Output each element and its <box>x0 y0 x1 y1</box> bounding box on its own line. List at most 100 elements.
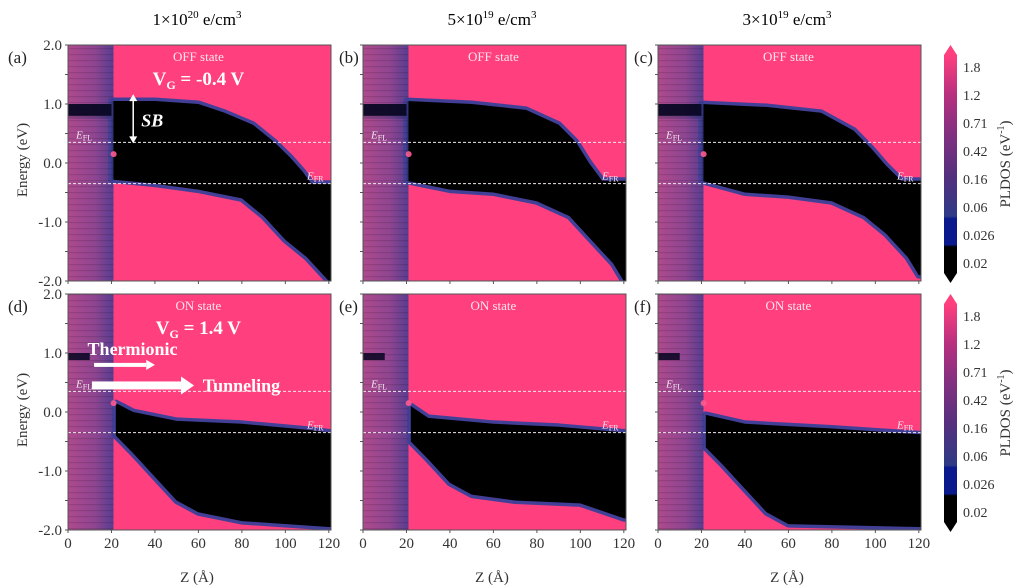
state-label: OFF state <box>173 49 224 64</box>
panel-c: EFL EFR OFF state (c) <box>634 44 922 284</box>
panel-letter: (a) <box>8 48 27 67</box>
colorbar-extend-top <box>944 45 957 55</box>
x-tick-label: 20 <box>104 536 119 552</box>
x-tick-label: 60 <box>191 536 206 552</box>
interface-state <box>700 151 707 158</box>
tunneling-arrow-head <box>181 376 195 395</box>
colorbar-bottom: 1.8 1.2 0.71 0.42 0.16 0.06 0.026 0.02 PLDOS (eV… <box>944 294 1014 532</box>
bandgap-region <box>705 414 921 527</box>
state-label: OFF state <box>763 49 814 64</box>
contact-texture <box>363 294 409 530</box>
bandgap-region <box>115 403 331 527</box>
column-title-1: 1×1020 e/cm3 <box>153 9 242 29</box>
y-tick-label: 0.0 <box>43 156 62 172</box>
x-tick-label: 60 <box>781 536 796 552</box>
interface-state <box>700 400 707 407</box>
bandgap-region <box>701 104 921 276</box>
panel-f: EFL EFR ON state 0 20 40 60 80 100 120 (f) <box>634 293 931 552</box>
tunneling-label: Tunneling <box>203 375 280 395</box>
colorbar-extend-bottom <box>944 273 957 283</box>
x-tick-label: 120 <box>908 536 931 552</box>
y-tick-label: -2.0 <box>38 274 62 290</box>
colorbar-tick-label: 0.026 <box>963 229 995 244</box>
gate-voltage-label: VG = 1.4 V <box>156 318 242 341</box>
panel-letter: (d) <box>8 297 28 316</box>
state-label: OFF state <box>468 49 519 64</box>
efl-label: EFL <box>370 129 387 142</box>
x-tick-label: 100 <box>864 536 887 552</box>
colorbar-tick-label: 0.42 <box>963 394 988 409</box>
bandgap-region <box>406 101 626 281</box>
gate-voltage-label: VG = -0.4 V <box>153 69 245 92</box>
x-tick-label: 40 <box>147 536 162 552</box>
efr-label: EFR <box>896 420 914 433</box>
colorbar-gradient <box>944 304 957 522</box>
efr-label: EFR <box>601 420 619 433</box>
colorbar-tick-label: 1.8 <box>963 61 981 76</box>
interface-state <box>110 400 117 407</box>
x-tick-label: 80 <box>234 536 249 552</box>
x-tick-label: 40 <box>737 536 752 552</box>
thermionic-arrow-head <box>146 359 155 370</box>
interface-state <box>405 400 412 407</box>
y-tick-label: -1.0 <box>38 464 62 480</box>
x-axis-label-1: Z (Å) <box>180 570 214 586</box>
efl-label: EFL <box>75 378 92 391</box>
colorbar-top: 1.8 1.2 0.71 0.42 0.16 0.06 0.026 0.02 PLDOS (eV… <box>944 45 1014 283</box>
efl-label: EFL <box>665 378 682 391</box>
y-tick-label: -1.0 <box>38 215 62 231</box>
y-axis-label-top: Energy (eV) <box>15 123 31 197</box>
colorbar-extend-top <box>944 294 957 304</box>
panel-letter: (e) <box>339 297 358 316</box>
efr-label: EFR <box>601 171 619 184</box>
contact-texture <box>68 45 114 281</box>
x-tick-label: 60 <box>486 536 501 552</box>
x-tick-label: 100 <box>569 536 592 552</box>
efl-label: EFL <box>665 129 682 142</box>
efl-label: EFL <box>75 129 92 142</box>
colorbar-tick-label: 1.2 <box>963 89 981 104</box>
y-tick-label: 1.0 <box>43 346 62 362</box>
state-label: ON state <box>765 298 811 313</box>
arrow-head-down <box>129 136 138 144</box>
contact-texture <box>658 45 704 281</box>
panel-letter: (f) <box>634 297 651 316</box>
state-label: ON state <box>175 298 221 313</box>
contact-gap-band <box>363 104 407 116</box>
colorbar-tick-label: 0.71 <box>963 117 988 132</box>
contact-texture <box>363 45 409 281</box>
efr-label: EFR <box>896 171 914 184</box>
x-axis-label-2: Z (Å) <box>475 570 509 586</box>
panel-letter: (c) <box>634 48 653 67</box>
colorbar-tick-label: 0.02 <box>963 257 988 272</box>
x-tick-label: 100 <box>274 536 297 552</box>
panel-e: EFL EFR ON state 0 20 40 60 80 100 120 (e) <box>339 293 636 552</box>
interface-state <box>110 151 117 158</box>
y-tick-label: 2.0 <box>43 287 62 303</box>
contact-gap-band <box>68 353 90 361</box>
thermionic-label: Thermionic <box>88 339 178 359</box>
colorbar-gradient <box>944 55 957 273</box>
x-tick-label: 40 <box>442 536 457 552</box>
colorbar-tick-label: 0.06 <box>963 201 988 216</box>
colorbar-tick-label: 0.06 <box>963 450 988 465</box>
bandgap-region <box>111 101 331 281</box>
contact-gap-band <box>658 353 680 361</box>
panel-letter: (b) <box>339 48 359 67</box>
y-tick-label: 2.0 <box>43 38 62 54</box>
x-tick-label: 120 <box>613 536 636 552</box>
colorbar-tick-label: 0.02 <box>963 506 988 521</box>
efr-label: EFR <box>306 420 324 433</box>
tunneling-arrow-shaft <box>91 381 182 390</box>
column-title-2: 5×1019 e/cm3 <box>448 9 537 29</box>
contact-gap-band <box>363 353 385 361</box>
x-tick-label: 80 <box>529 536 544 552</box>
x-tick-label: 0 <box>654 536 662 552</box>
colorbar-label: PLDOS (eV-1) <box>996 369 1014 456</box>
colorbar-tick-label: 0.16 <box>963 422 988 437</box>
contact-gap-band <box>658 104 702 116</box>
colorbar-tick-label: 1.8 <box>963 310 981 325</box>
x-tick-label: 120 <box>318 536 341 552</box>
y-tick-label: 1.0 <box>43 97 62 113</box>
